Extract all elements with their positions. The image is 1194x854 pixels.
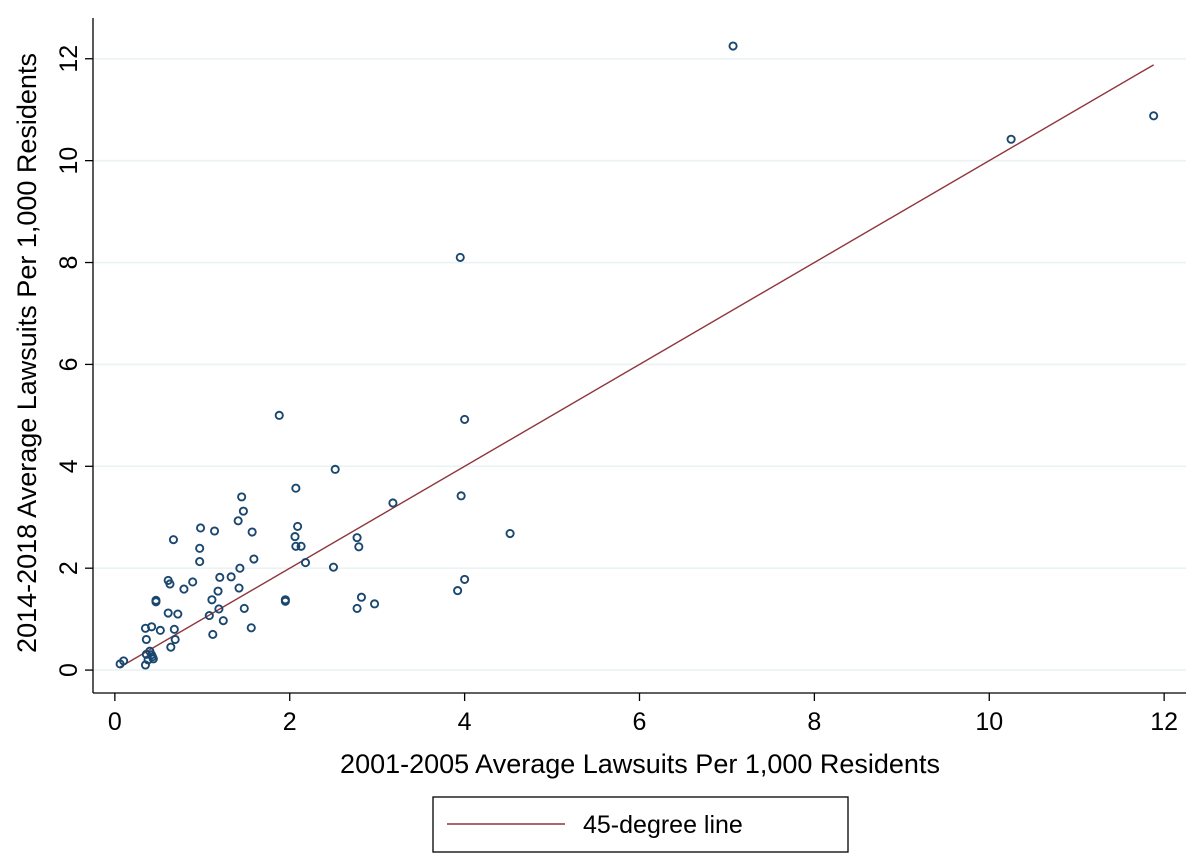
y-tick-label: 6 — [55, 357, 83, 371]
x-tick-label: 12 — [1150, 708, 1178, 736]
data-point — [293, 521, 303, 531]
data-point — [352, 603, 362, 613]
data-point — [460, 574, 470, 584]
y-axis-ticks: 0 2 4 6 8 10 12 — [55, 45, 93, 677]
y-tick-label: 8 — [55, 256, 83, 270]
legend: 45-degree line — [432, 796, 849, 853]
data-point — [300, 558, 311, 568]
reference-line-45-degree — [118, 64, 1155, 669]
data-point — [249, 554, 259, 564]
data-point — [215, 572, 225, 582]
data-point — [460, 414, 470, 424]
data-point — [352, 533, 362, 543]
data-point — [247, 527, 257, 537]
data-point — [296, 541, 306, 551]
data-point — [233, 516, 243, 526]
data-point — [115, 659, 125, 669]
data-point — [246, 623, 256, 633]
data-point — [274, 410, 284, 420]
data-point — [218, 616, 228, 626]
data-point — [141, 634, 151, 645]
data-point — [455, 252, 465, 262]
data-point — [330, 464, 340, 474]
data-point — [169, 624, 179, 634]
y-tick-label: 2 — [55, 561, 83, 575]
y-tick-label: 10 — [55, 147, 83, 175]
data-point — [234, 583, 244, 593]
data-point — [290, 532, 300, 542]
y-tick-label: 12 — [55, 45, 83, 73]
data-point — [291, 541, 301, 551]
data-point — [208, 629, 218, 639]
data-point — [148, 654, 158, 664]
y-tick-label: 4 — [55, 459, 83, 473]
x-tick-label: 2 — [283, 708, 297, 736]
data-point — [166, 642, 176, 652]
data-point — [728, 41, 738, 51]
data-point — [209, 526, 220, 536]
x-axis-title: 2001-2005 Average Lawsuits Per 1,000 Res… — [340, 749, 940, 779]
y-axis-title: 2014-2018 Average Lawsuits Per 1,000 Res… — [12, 53, 42, 653]
data-point — [195, 543, 205, 553]
data-point — [173, 609, 183, 619]
data-point — [356, 592, 366, 602]
legend-label-45-degree-line: 45-degree line — [583, 811, 743, 839]
data-point — [151, 597, 161, 607]
data-point — [328, 562, 339, 572]
data-point — [235, 563, 245, 573]
data-point — [170, 634, 180, 645]
data-point — [155, 625, 165, 635]
data-point — [370, 599, 380, 609]
data-point — [237, 492, 247, 502]
data-point — [280, 596, 290, 606]
data-points — [115, 41, 1159, 670]
data-point — [140, 660, 151, 670]
x-tick-label: 4 — [458, 708, 472, 736]
grid-lines — [93, 57, 1186, 671]
data-point — [168, 535, 178, 545]
data-point — [140, 623, 151, 633]
x-tick-label: 0 — [108, 708, 122, 736]
data-point — [213, 586, 223, 596]
data-point — [354, 542, 364, 552]
data-point — [204, 611, 214, 621]
x-axis-ticks: 0 2 4 6 8 10 12 — [108, 693, 1178, 736]
x-tick-label: 8 — [807, 708, 821, 736]
data-point — [453, 586, 463, 596]
y-tick-label: 0 — [55, 663, 83, 677]
data-point — [163, 608, 173, 618]
data-point — [214, 604, 224, 614]
data-point — [238, 506, 248, 516]
data-point — [388, 498, 398, 508]
data-point — [179, 584, 189, 594]
x-tick-label: 6 — [633, 708, 647, 736]
data-point — [456, 491, 466, 501]
data-point — [505, 528, 515, 539]
data-point — [165, 579, 175, 589]
data-point — [226, 572, 236, 582]
data-point — [239, 603, 249, 613]
x-tick-label: 10 — [975, 708, 1003, 736]
data-point — [207, 595, 217, 605]
data-point — [195, 557, 205, 567]
data-point — [188, 577, 198, 587]
data-point — [1149, 111, 1159, 121]
data-point — [196, 523, 206, 533]
data-point — [291, 483, 301, 493]
data-point — [1006, 134, 1016, 144]
